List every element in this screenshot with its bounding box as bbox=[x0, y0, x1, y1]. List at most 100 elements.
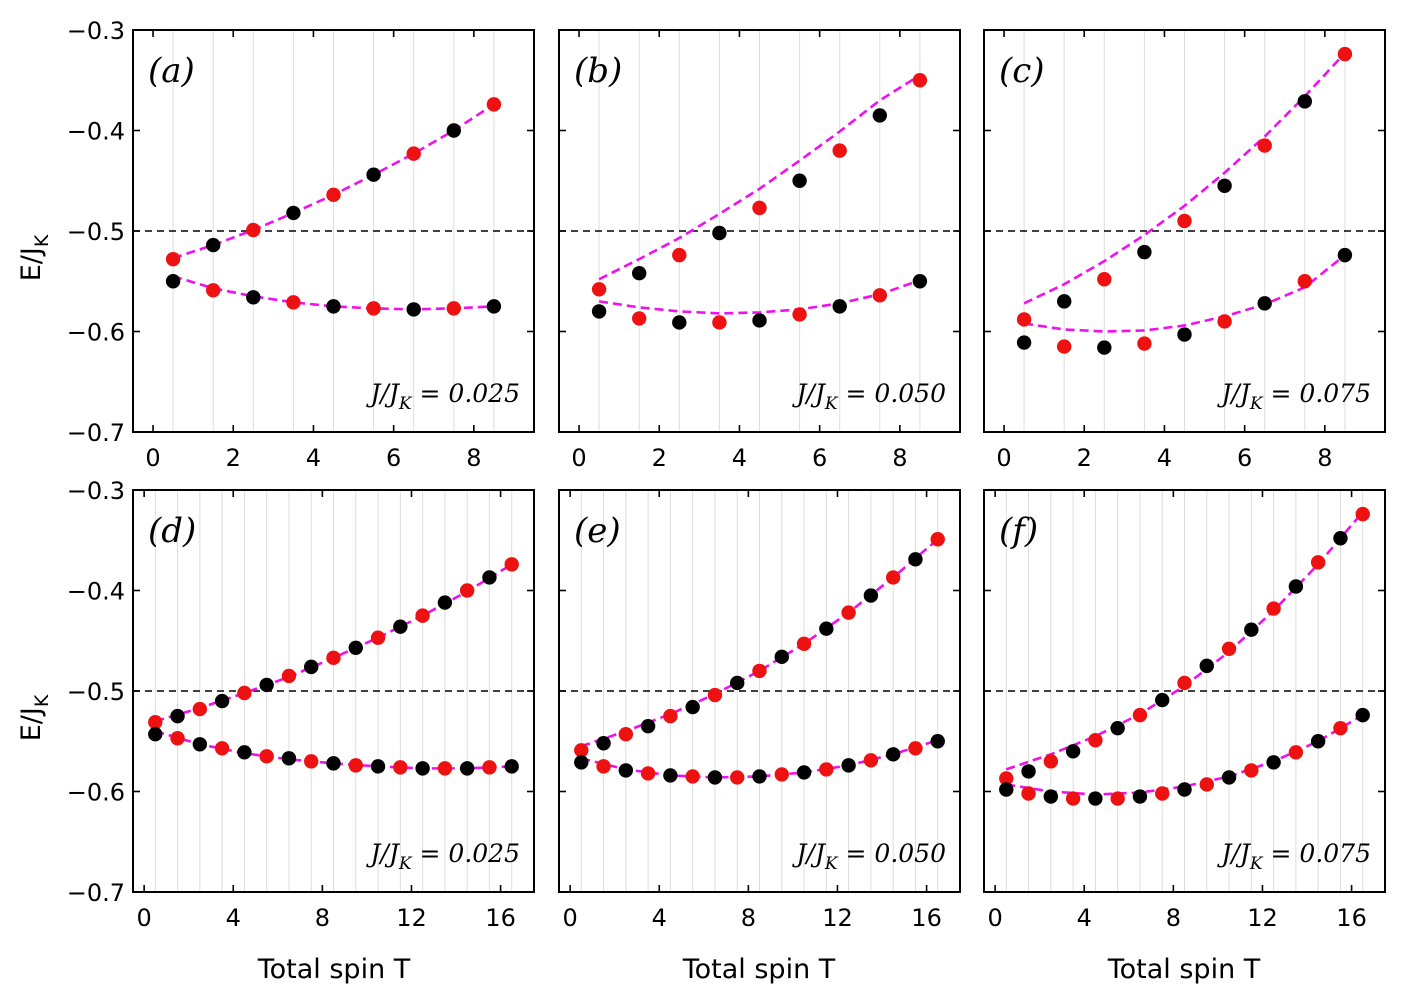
black-data-point bbox=[591, 304, 607, 319]
red-data-point bbox=[632, 311, 647, 326]
black-data-point bbox=[370, 759, 386, 774]
red-data-point bbox=[730, 770, 745, 785]
red-data-point bbox=[1297, 274, 1313, 289]
x-tick-label: 8 bbox=[892, 444, 907, 472]
black-data-point bbox=[1266, 755, 1281, 770]
y-tick-label: −0.7 bbox=[67, 419, 125, 447]
panel-label: (b) bbox=[574, 51, 622, 91]
fit-curve bbox=[1023, 254, 1346, 333]
black-data-point bbox=[304, 659, 319, 675]
fit-curve bbox=[1023, 52, 1346, 305]
black-data-point bbox=[348, 640, 363, 655]
x-tick-label: 12 bbox=[822, 904, 853, 932]
red-data-point bbox=[1057, 339, 1072, 354]
parameter-label: J/JK = 0.050 bbox=[791, 839, 946, 874]
black-data-point bbox=[672, 315, 687, 330]
red-data-point bbox=[206, 283, 221, 298]
fit-curve bbox=[154, 729, 512, 770]
panel-b: 0 2 4 6 8 (b) J/JK = 0.050 bbox=[558, 29, 961, 472]
black-data-point bbox=[482, 570, 497, 585]
red-data-point bbox=[1088, 733, 1103, 748]
black-data-point bbox=[1016, 335, 1032, 350]
black-data-point bbox=[237, 745, 252, 760]
red-data-point bbox=[486, 97, 502, 112]
red-data-point bbox=[752, 663, 767, 679]
black-data-point bbox=[165, 274, 181, 289]
red-data-point bbox=[281, 668, 297, 684]
panel-c: 0 2 4 6 8 (c) J/JK = 0.075 bbox=[983, 29, 1386, 472]
red-data-point bbox=[1177, 675, 1192, 691]
ylabel-bottom: E/JK bbox=[16, 694, 53, 741]
y-tick-label: −0.5 bbox=[67, 678, 125, 706]
red-data-point bbox=[1355, 506, 1370, 522]
red-data-point bbox=[640, 766, 656, 781]
y-tick-label: −0.6 bbox=[67, 779, 125, 807]
black-data-point bbox=[912, 274, 928, 289]
black-data-point bbox=[1088, 791, 1103, 806]
black-data-point bbox=[908, 552, 923, 567]
red-data-point bbox=[170, 731, 185, 746]
black-data-point bbox=[459, 761, 475, 776]
y-tick-label: −0.3 bbox=[67, 17, 125, 45]
red-data-point bbox=[1137, 336, 1152, 351]
y-tick-label: −0.5 bbox=[67, 218, 125, 246]
red-data-point bbox=[885, 570, 901, 585]
panel-label: (c) bbox=[999, 51, 1045, 91]
black-data-point bbox=[999, 782, 1014, 797]
black-data-point bbox=[1221, 770, 1237, 785]
panel-a: 0 2 4 6 8 −0.7 −0.6 −0.5 −0.4 −0.3 (a) J/JK = 0.025 bbox=[67, 17, 535, 472]
black-data-point bbox=[712, 225, 727, 241]
red-data-point bbox=[286, 295, 301, 310]
ylabel-top-main: E/J bbox=[16, 247, 47, 281]
black-data-point bbox=[286, 205, 301, 221]
red-data-point bbox=[1132, 707, 1148, 723]
red-data-point bbox=[237, 685, 252, 701]
red-data-point bbox=[930, 532, 945, 547]
red-data-point bbox=[792, 307, 807, 322]
ylabel-bottom-sub: K bbox=[31, 694, 53, 707]
red-data-point bbox=[1266, 601, 1281, 616]
red-data-point bbox=[1288, 745, 1304, 760]
red-data-point bbox=[774, 767, 789, 782]
black-data-point bbox=[663, 768, 678, 783]
red-data-point bbox=[1217, 314, 1232, 329]
red-data-point bbox=[1110, 791, 1125, 806]
y-tick-label: −0.7 bbox=[67, 879, 125, 907]
black-data-point bbox=[752, 769, 767, 784]
black-data-point bbox=[752, 313, 767, 328]
x-tick-label: 4 bbox=[306, 444, 321, 472]
fit-curve bbox=[580, 538, 939, 748]
black-data-point bbox=[1288, 579, 1304, 594]
x-tick-label: 6 bbox=[812, 444, 827, 472]
red-data-point bbox=[1097, 272, 1112, 287]
black-data-point bbox=[574, 755, 589, 770]
black-data-point bbox=[170, 708, 185, 724]
red-data-point bbox=[819, 762, 834, 777]
black-data-point bbox=[872, 108, 887, 123]
y-tick-label: −0.6 bbox=[67, 319, 125, 347]
red-data-point bbox=[832, 143, 847, 158]
fit-curve bbox=[1006, 713, 1364, 796]
black-data-point bbox=[393, 619, 408, 634]
red-data-point bbox=[504, 557, 519, 572]
black-data-point bbox=[596, 736, 611, 751]
x-tick-label: 0 bbox=[571, 444, 586, 472]
x-tick-label: 8 bbox=[1317, 444, 1332, 472]
x-tick-label: 12 bbox=[1247, 904, 1278, 932]
black-data-point bbox=[685, 699, 700, 715]
black-data-point bbox=[1199, 658, 1214, 674]
red-data-point bbox=[618, 727, 634, 742]
parameter-label: J/JK = 0.025 bbox=[365, 839, 520, 874]
x-tick-label: 0 bbox=[996, 444, 1011, 472]
y-tick-label: −0.4 bbox=[67, 118, 125, 146]
red-data-point bbox=[482, 760, 497, 775]
red-data-point bbox=[437, 761, 453, 776]
red-data-point bbox=[1244, 763, 1259, 778]
red-data-point bbox=[1257, 138, 1272, 153]
black-data-point bbox=[930, 734, 945, 749]
x-tick-label: 0 bbox=[987, 904, 1002, 932]
red-data-point bbox=[1065, 791, 1081, 806]
red-data-point bbox=[1221, 641, 1237, 656]
black-data-point bbox=[774, 649, 789, 665]
